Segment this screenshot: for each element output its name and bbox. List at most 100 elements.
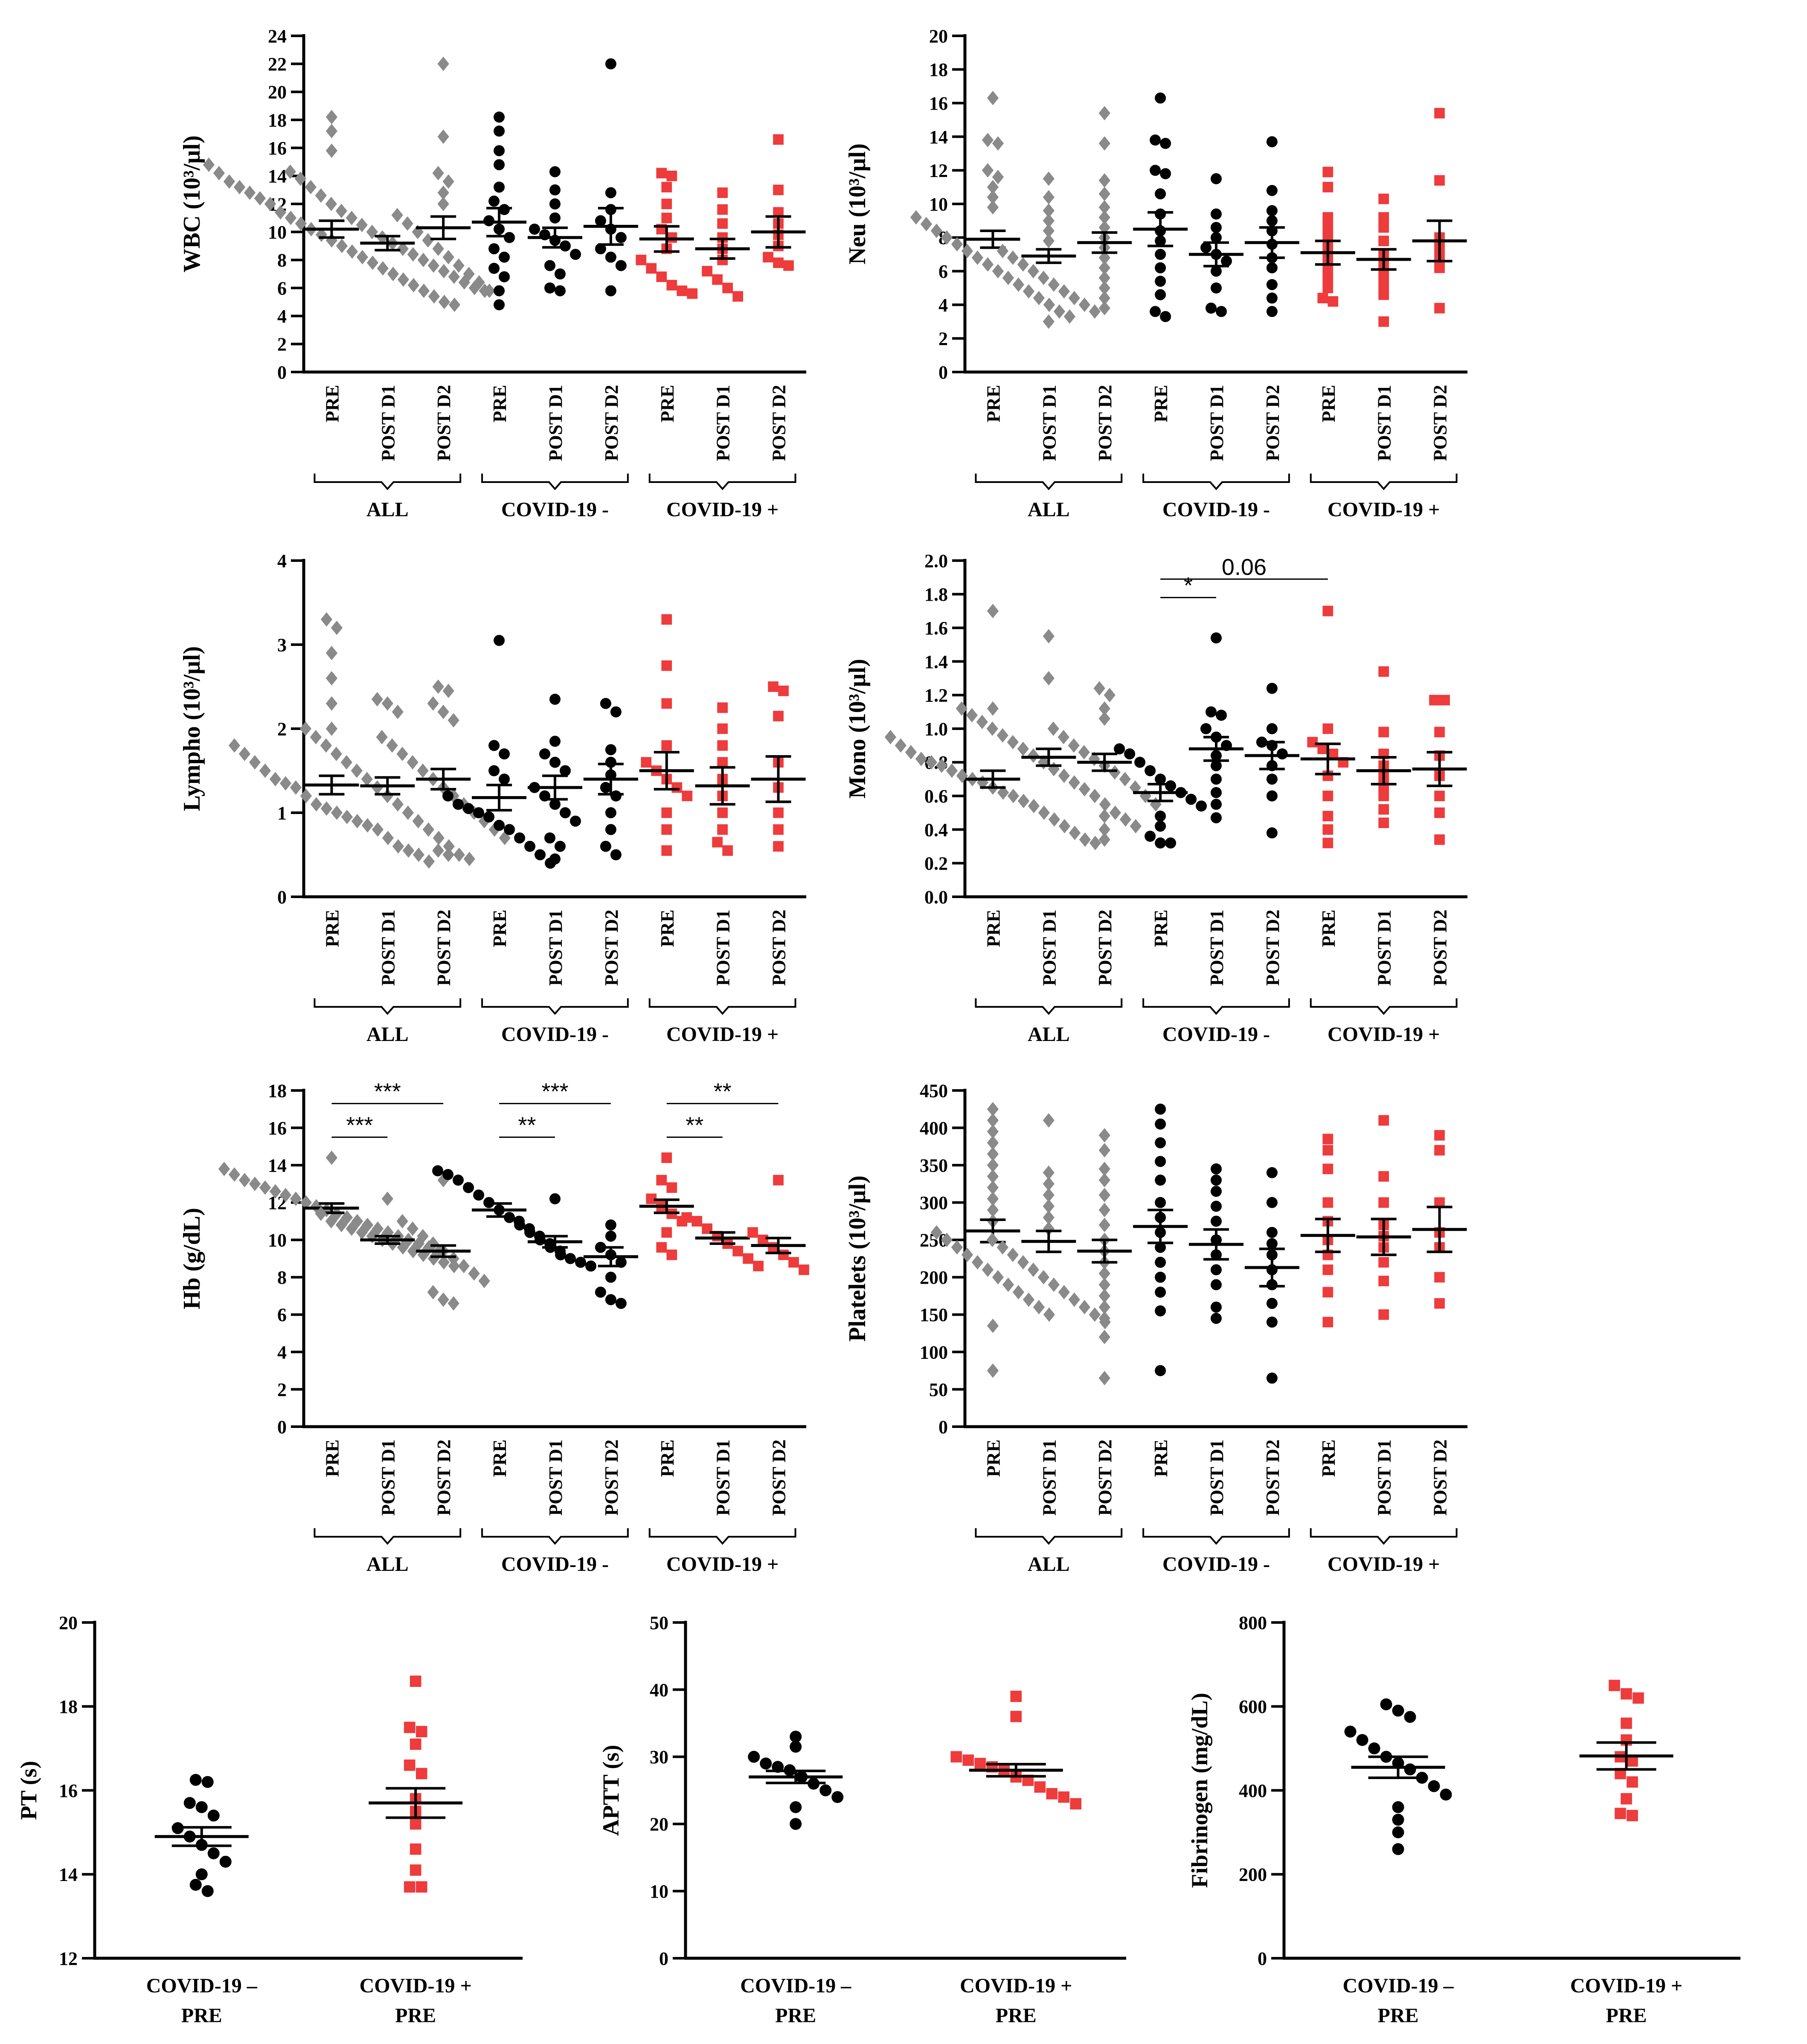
data-point <box>463 267 475 282</box>
y-axis-label: Neu (10³/µl) <box>844 143 871 265</box>
data-point <box>391 208 403 223</box>
data-point <box>1211 1186 1222 1197</box>
data-point <box>356 218 368 233</box>
data-point <box>1068 291 1080 305</box>
group-label: COVID-19 + <box>1328 1553 1440 1576</box>
data-point <box>529 224 540 235</box>
y-tick-label: 18 <box>929 59 948 80</box>
data-point <box>773 184 784 195</box>
data-point <box>1069 826 1081 840</box>
data-point <box>1078 782 1090 797</box>
data-point <box>404 1881 415 1893</box>
x-tick-label: POST D1 <box>1039 385 1060 461</box>
y-tick-label: 3 <box>277 634 287 655</box>
data-point <box>1378 1197 1389 1208</box>
data-point <box>294 172 306 186</box>
data-point <box>773 1175 784 1186</box>
data-point <box>1033 291 1045 305</box>
x-tick-label: PRE <box>1150 910 1171 947</box>
data-point <box>410 1843 421 1855</box>
data-point <box>1434 302 1445 314</box>
data-point <box>463 1182 474 1193</box>
data-point <box>1266 1167 1278 1178</box>
data-point <box>1322 1145 1333 1156</box>
data-point <box>1150 306 1161 317</box>
data-point <box>295 216 307 231</box>
data-point <box>488 243 500 255</box>
data-point <box>549 853 561 865</box>
data-point <box>448 269 460 284</box>
data-point <box>1023 284 1035 299</box>
data-point <box>884 730 897 744</box>
x-tick-label: POST D1 <box>545 910 566 986</box>
data-point <box>254 191 266 206</box>
data-point <box>1160 168 1171 180</box>
data-point <box>325 1150 338 1165</box>
data-point <box>397 241 409 256</box>
data-point <box>610 706 622 718</box>
data-point <box>386 738 398 753</box>
group-bracket <box>1310 998 1458 1015</box>
data-point <box>422 233 434 248</box>
x-tick-label: POST D1 <box>713 910 734 986</box>
data-point <box>1098 260 1110 275</box>
data-point <box>442 847 454 862</box>
data-point <box>1266 683 1278 694</box>
data-point <box>494 181 505 193</box>
data-point <box>790 1741 802 1753</box>
data-point <box>1145 765 1156 776</box>
data-point <box>615 1298 627 1309</box>
data-point <box>195 1868 208 1881</box>
data-point <box>1089 304 1101 319</box>
y-tick-label: 30 <box>650 1747 668 1768</box>
x-tick-label: POST D2 <box>769 910 790 986</box>
data-point <box>437 197 449 211</box>
data-point <box>549 198 561 209</box>
data-point <box>549 184 561 196</box>
series-COVID-19 --POST D2: POST D2 <box>1244 683 1299 986</box>
data-point <box>748 1750 760 1763</box>
data-point <box>1058 1791 1070 1803</box>
series-ALL-POST D1: POST D1 <box>956 629 1142 986</box>
data-point <box>1098 106 1110 121</box>
data-point <box>1322 212 1333 223</box>
y-tick-label: 0.4 <box>924 820 948 840</box>
data-point <box>376 230 388 245</box>
data-point <box>1211 1279 1222 1291</box>
data-point <box>1211 1175 1222 1186</box>
y-tick-label: 18 <box>59 1696 78 1717</box>
y-tick-label: 1.6 <box>924 618 948 639</box>
significance-label: * <box>1184 573 1193 599</box>
x-tick-label: POST D2 <box>1262 1439 1283 1516</box>
data-point <box>555 285 566 297</box>
y-tick-label: 300 <box>920 1192 948 1213</box>
data-point <box>560 765 571 776</box>
data-point <box>305 180 317 195</box>
x-tick-label: POST D2 <box>1262 385 1283 461</box>
data-point <box>1211 1163 1222 1175</box>
data-point <box>382 831 394 845</box>
data-point <box>1392 1814 1404 1826</box>
data-point <box>1155 810 1166 822</box>
data-point <box>717 824 728 835</box>
data-point <box>1392 1801 1404 1813</box>
data-point <box>1098 1277 1110 1292</box>
data-point <box>565 1253 576 1264</box>
group-label: ALL <box>1028 1023 1070 1046</box>
data-point <box>778 1249 789 1260</box>
data-point <box>438 294 450 309</box>
data-point <box>1043 1307 1055 1322</box>
data-point <box>1058 819 1071 834</box>
y-tick-label: 0.6 <box>924 786 948 807</box>
data-point <box>437 185 449 200</box>
data-point <box>488 740 500 751</box>
data-point <box>1145 831 1156 842</box>
data-point <box>1211 787 1222 798</box>
data-point <box>458 1259 470 1274</box>
data-point <box>1266 1238 1278 1249</box>
data-point <box>1621 1688 1632 1700</box>
data-point <box>320 801 333 816</box>
data-point <box>478 1274 490 1288</box>
data-point <box>233 180 246 195</box>
data-point <box>259 763 271 778</box>
